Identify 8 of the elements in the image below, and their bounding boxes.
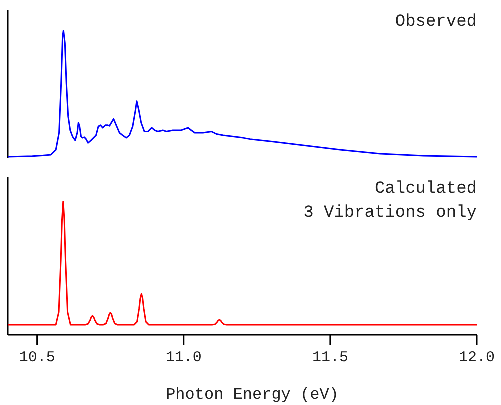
x-tick-label: 12.0 — [458, 350, 496, 367]
x-tick-label: 11.0 — [166, 350, 202, 367]
x-tick-label: 10.5 — [19, 350, 56, 367]
chart-title: Calculated — [374, 180, 477, 199]
x-tick-label: 11.5 — [312, 350, 348, 367]
chart-title: Observed — [395, 13, 477, 32]
x-axis-title: Photon Energy (eV) — [166, 386, 339, 404]
chart-subtitle: 3 Vibrations only — [304, 204, 477, 223]
